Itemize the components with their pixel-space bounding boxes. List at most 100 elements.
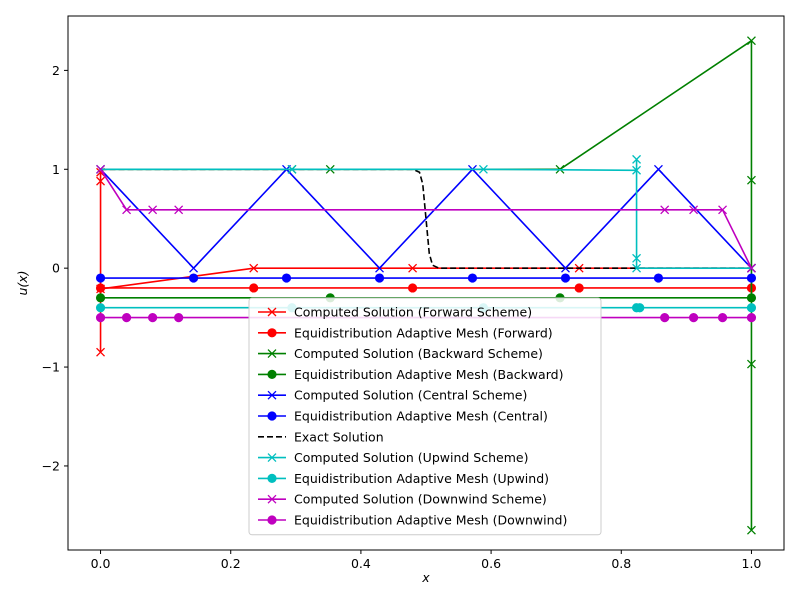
data-point-3-5 <box>746 36 756 46</box>
data-point-2-3 <box>407 283 418 293</box>
legend-label-9: Equidistribution Adaptive Mesh (Upwind) <box>294 471 549 486</box>
legend-label-2: Equidistribution Adaptive Mesh (Forward) <box>294 325 553 340</box>
data-point-3-7 <box>746 359 756 369</box>
legend-swatch-marker-9 <box>267 473 277 483</box>
data-point-4-4 <box>746 293 757 303</box>
data-point-10-8 <box>746 263 756 273</box>
legend-label-1: Computed Solution (Forward Scheme) <box>294 305 532 320</box>
data-point-11-6 <box>688 313 699 323</box>
data-point-11-5 <box>660 313 670 323</box>
data-point-5-2 <box>189 263 199 273</box>
legend-swatch-marker-3 <box>267 349 277 359</box>
data-point-1-1 <box>96 347 106 357</box>
data-point-8-3 <box>478 164 488 174</box>
y-tick-label-4: 1 <box>52 162 60 177</box>
data-point-9-1 <box>95 303 106 313</box>
data-point-11-7 <box>717 313 728 323</box>
legend-entry-4: Equidistribution Adaptive Mesh (Backward… <box>258 367 563 382</box>
data-point-5-6 <box>561 263 570 273</box>
data-point-5-7 <box>653 164 663 174</box>
series-line-5 <box>99 168 753 269</box>
legend-label-6: Equidistribution Adaptive Mesh (Central) <box>294 409 548 424</box>
data-point-6-5 <box>467 273 478 283</box>
x-tick-label-1: 0.0 <box>91 556 111 571</box>
legend-entry-5: Computed Solution (Central Scheme) <box>258 388 527 403</box>
x-axis-label: x <box>421 570 430 585</box>
data-point-2-2 <box>249 283 259 293</box>
legend-swatch-marker-5 <box>267 390 277 400</box>
data-point-1-5 <box>249 263 259 273</box>
data-point-10-7 <box>718 205 728 215</box>
data-point-6-3 <box>281 273 292 283</box>
data-point-2-1 <box>95 283 106 293</box>
data-point-11-8 <box>746 313 757 323</box>
series-6 <box>95 273 757 283</box>
y-tick-label-3: 0 <box>52 261 60 276</box>
data-point-6-6 <box>560 273 571 283</box>
legend-swatch-marker-10 <box>267 494 277 504</box>
legend-label-4: Equidistribution Adaptive Mesh (Backward… <box>294 367 563 382</box>
data-point-3-8 <box>746 175 756 185</box>
x-tick-label-2: 0.2 <box>221 556 241 571</box>
data-point-11-4 <box>174 313 184 323</box>
data-point-10-2 <box>122 205 132 215</box>
legend-label-7: Exact Solution <box>294 429 384 444</box>
data-point-8-4 <box>632 165 642 175</box>
data-point-9-6 <box>746 303 757 313</box>
legend-swatch-marker-6 <box>267 411 277 421</box>
data-point-10-4 <box>174 205 184 215</box>
legend-entry-2: Equidistribution Adaptive Mesh (Forward) <box>258 325 553 340</box>
data-point-4-1 <box>95 293 106 303</box>
x-tick-label-3: 0.4 <box>351 556 371 571</box>
data-point-9-5 <box>635 303 645 313</box>
data-point-11-2 <box>121 313 132 323</box>
legend-swatch-marker-8 <box>267 453 277 463</box>
legend-swatch-marker-4 <box>267 369 277 379</box>
legend-entry-10: Computed Solution (Downwind Scheme) <box>258 492 547 507</box>
x-tick-label-5: 0.8 <box>611 556 631 571</box>
series-line-8 <box>100 158 752 269</box>
data-point-6-7 <box>653 273 664 283</box>
axes: 0.0 0.2 0.4 0.6 0.8 1.0 −2 −1 0 1 2 <box>42 15 785 571</box>
data-point-2-4 <box>574 283 584 293</box>
legend: Computed Solution (Forward Scheme) Equidi… <box>248 297 602 536</box>
legend-label-3: Computed Solution (Backward Scheme) <box>294 346 543 361</box>
data-point-6-1 <box>95 273 106 283</box>
legend-entry-9: Equidistribution Adaptive Mesh (Upwind) <box>258 471 549 486</box>
y-tick-label-1: −2 <box>42 458 60 473</box>
legend-label-8: Computed Solution (Upwind Scheme) <box>294 450 528 465</box>
data-point-10-3 <box>148 205 158 215</box>
data-point-8-2 <box>287 164 297 174</box>
data-point-8-7 <box>632 263 642 273</box>
series-line-10 <box>99 168 753 269</box>
data-point-10-1 <box>96 164 106 174</box>
legend-box <box>248 297 602 536</box>
legend-entry-8: Computed Solution (Upwind Scheme) <box>258 450 528 465</box>
series-10 <box>96 164 756 273</box>
data-point-11-1 <box>95 313 106 323</box>
x-tick-label-6: 1.0 <box>742 556 762 571</box>
data-point-3-6 <box>746 525 756 535</box>
axes-frame <box>67 15 785 551</box>
data-point-5-4 <box>375 263 384 273</box>
y-tick-label-2: −1 <box>42 360 60 375</box>
data-point-11-3 <box>148 313 158 323</box>
x-tick-label-4: 0.6 <box>481 556 501 571</box>
legend-swatch-marker-2 <box>267 328 277 338</box>
data-point-6-2 <box>188 273 199 283</box>
series-line-7 <box>100 168 752 269</box>
data-point-6-4 <box>374 273 385 283</box>
y-axis-label: u(x) <box>15 270 30 295</box>
legend-entry-6: Equidistribution Adaptive Mesh (Central) <box>258 409 548 424</box>
data-point-1-6 <box>408 263 418 273</box>
data-point-10-6 <box>689 205 699 215</box>
legend-entry-11: Equidistribution Adaptive Mesh (Downwind… <box>258 513 567 528</box>
legend-label-10: Computed Solution (Downwind Scheme) <box>294 492 547 507</box>
data-point-8-5 <box>632 154 642 164</box>
series-7 <box>100 168 752 269</box>
legend-label-11: Equidistribution Adaptive Mesh (Downwind… <box>294 513 567 528</box>
data-point-10-5 <box>660 205 670 215</box>
data-point-8-6 <box>632 253 642 263</box>
data-point-1-2 <box>96 176 106 186</box>
